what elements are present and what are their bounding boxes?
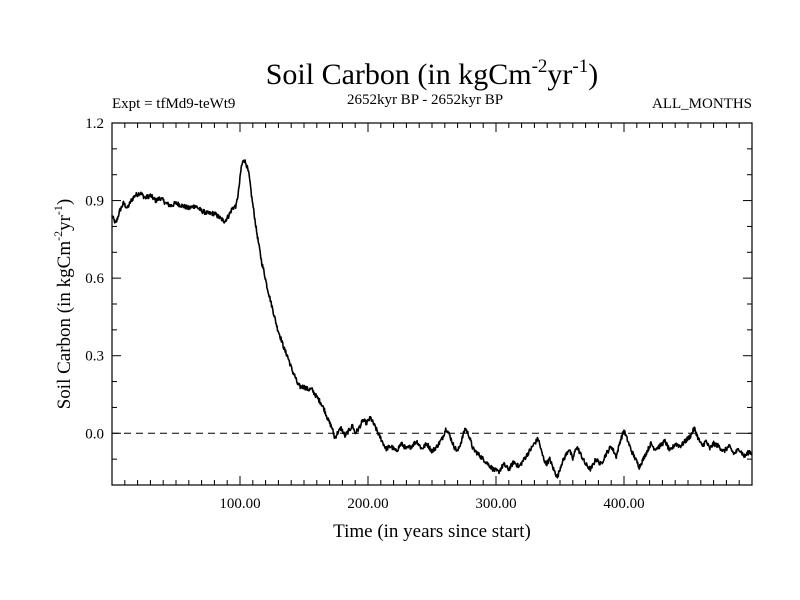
y-axis-label-sup-2: -1 [51,205,65,215]
y-axis-label-main: Soil Carbon (in kgCm [54,241,75,410]
chart-title-close: ) [588,58,598,91]
chart-title-sup-2: -1 [572,56,588,77]
y-axis-label-sup-1: -2 [51,231,65,241]
chart-title: Soil Carbon (in kgCm-2yr-1) [266,56,599,91]
x-axis-label: Time (in years since start) [333,521,531,542]
x-tick-label: 100.00 [219,496,260,512]
y-tick-label: 0.0 [85,426,104,442]
x-tick-label: 300.00 [475,496,516,512]
y-tick-label: 0.3 [85,349,104,365]
y-tick-label: 1.2 [85,116,104,132]
chart-title-sup-1: -2 [532,56,548,77]
axis-ticks [112,122,752,486]
y-axis-label: Soil Carbon (in kgCm-2yr-1) [51,199,75,410]
y-tick-label: 0.9 [85,194,104,210]
subtitle-period: 2652kyr BP - 2652kyr BP [347,92,503,108]
subtitle-months: ALL_MONTHS [652,96,752,112]
chart-title-main: Soil Carbon (in kgCm [266,58,532,91]
x-tick-labels: 100.00 200.00 300.00 400.00 [219,496,644,512]
y-axis-label-close: ) [54,199,75,205]
chart-title-mid: yr [547,58,572,91]
plot-frame [111,122,753,486]
x-tick-label: 400.00 [603,496,644,512]
y-axis-label-mid: yr [54,214,75,231]
y-tick-label: 0.6 [85,271,104,287]
subtitle-experiment: Expt = tfMd9-teWt9 [112,96,235,112]
y-tick-labels: 0.0 0.3 0.6 0.9 1.2 [85,116,104,442]
series-line-soil-carbon [111,159,753,479]
x-tick-label: 200.00 [347,496,388,512]
